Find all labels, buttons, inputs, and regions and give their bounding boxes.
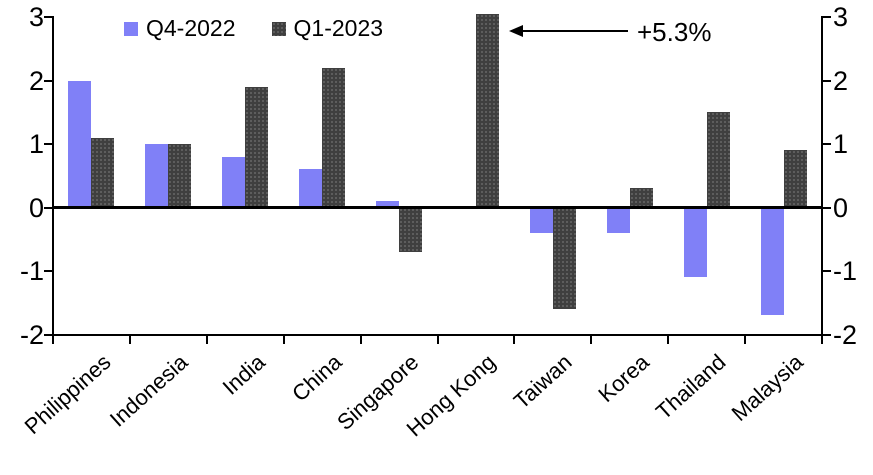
y-tick-left [44,206,52,209]
bar-q1-2023-indonesia [168,144,192,208]
y-tick-right [823,333,831,336]
y-tick-label-right: -2 [833,319,858,350]
x-tick [513,335,516,344]
x-tick [436,335,439,344]
y-tick-label-right: 2 [833,65,849,96]
x-tick [821,335,823,344]
y-tick-left [44,16,52,18]
x-category-label: Thailand [651,349,731,425]
y-tick-right [823,16,831,18]
x-category-label: Philippines [19,349,116,440]
x-category-label: Indonesia [104,349,193,432]
y-tick-left [44,143,52,145]
y-tick-label-left: -2 [19,319,44,350]
y-tick-label-left: 2 [28,65,44,96]
bar-q1-2023-malaysia [783,150,807,208]
bar-q4-2022-thailand [683,207,707,278]
y-tick-right [823,143,831,145]
bar-q1-2023-singapore [399,207,423,252]
legend-marker-q1-2023-icon [271,21,286,36]
x-axis-spine [52,333,823,336]
legend-marker-q4-2022-icon [124,21,138,36]
x-category-label: Taiwan [509,349,577,414]
x-tick [744,335,747,344]
bar-q4-2022-malaysia [760,207,784,316]
x-tick [128,335,131,344]
annotation-text: +5.3% [637,17,712,47]
y-tick-left [44,79,52,82]
bar-q4-2022-india [222,156,246,208]
arrow-line [521,30,628,32]
x-tick [590,335,593,344]
y-tick-label-left: -1 [19,256,44,286]
x-tick [359,335,362,344]
bar-q1-2023-philippines [91,137,115,208]
y-axis-left-spine [52,16,54,337]
x-category-label: India [217,349,270,400]
bar-q4-2022-taiwan [529,207,553,233]
x-tick [205,335,208,344]
y-tick-label-right: 3 [833,2,849,32]
y-tick-label-right: 1 [833,129,849,159]
y-tick-right [823,270,831,272]
y-tick-left [44,333,52,336]
bar-q1-2023-india [245,86,269,208]
x-category-label: Malaysia [726,349,808,426]
legend-item-q1-2023: Q1-2023 [271,15,384,42]
bar-q1-2023-taiwan [552,207,576,310]
x-category-label: China [286,349,347,407]
x-tick [282,335,285,344]
legend-label-q1-2023: Q1-2023 [293,15,384,41]
bar-q4-2022-singapore [376,201,400,208]
y-tick-label-left: 0 [28,192,44,223]
y-tick-label-left: 3 [28,2,44,32]
bar-q1-2023-korea [629,188,653,208]
y-tick-left [44,270,52,272]
legend-label-q4-2022: Q4-2022 [146,15,236,41]
y-axis-right-spine [821,16,823,337]
y-tick-label-left: 1 [28,129,44,159]
arrow-left-icon [509,25,523,37]
y-tick-label-right: -1 [833,256,858,286]
bar-q4-2022-indonesia [145,144,169,208]
legend-item-q4-2022: Q4-2022 [124,15,236,42]
x-tick [667,335,670,344]
bar-q1-2023-thailand [706,112,730,208]
bar-q1-2023-china [322,67,346,208]
bar-q4-2022-china [299,169,323,208]
bar-q4-2022-korea [606,207,630,233]
bar-q1-2023-hong-kong [475,13,499,208]
y-tick-label-right: 0 [833,192,849,223]
y-tick-right [823,79,831,82]
x-tick [52,335,54,344]
x-category-label: Korea [593,349,654,408]
y-tick-right [823,206,831,209]
legend: Q4-2022 Q1-2023 [124,15,383,42]
zero-line [52,206,823,209]
bar-q4-2022-philippines [68,80,92,208]
